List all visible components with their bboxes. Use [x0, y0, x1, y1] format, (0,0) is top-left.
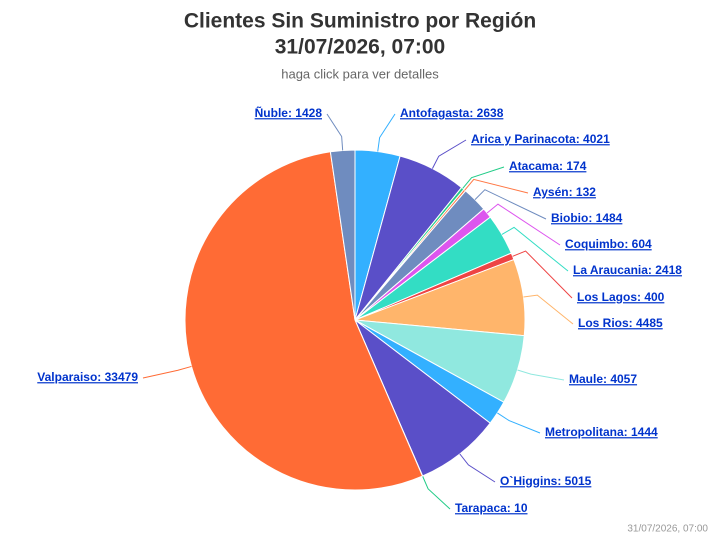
connector — [462, 166, 505, 189]
connector — [474, 189, 547, 220]
chart-subtitle: haga click para ver detalles — [281, 66, 439, 81]
data-label[interactable]: Coquimbo: 604 — [565, 237, 652, 251]
data-label[interactable]: Los Rios: 4485 — [578, 316, 663, 330]
data-label[interactable]: Atacama: 174 — [509, 159, 587, 173]
data-label[interactable]: Antofagasta: 2638 — [400, 106, 504, 120]
data-label[interactable]: Metropolitana: 1444 — [545, 425, 658, 439]
data-label[interactable]: Valparaiso: 33479 — [37, 370, 138, 384]
data-label[interactable]: Biobio: 1484 — [551, 211, 623, 225]
data-label[interactable]: Arica y Parinacota: 4021 — [471, 132, 610, 146]
connector — [497, 412, 541, 434]
data-label[interactable]: Aysén: 132 — [533, 185, 596, 199]
data-label[interactable]: O`Higgins: 5015 — [500, 474, 592, 488]
connector — [512, 250, 573, 299]
chart-title-date: 31/07/2026, 07:00 — [275, 36, 445, 59]
credit: 31/07/2026, 07:00 — [627, 524, 708, 535]
connector — [142, 365, 192, 379]
connector — [422, 475, 451, 510]
connector — [431, 139, 467, 169]
data-label[interactable]: Los Lagos: 400 — [577, 290, 665, 304]
connector — [486, 203, 561, 246]
connector — [377, 113, 396, 152]
connector — [501, 226, 569, 272]
connector — [459, 453, 496, 483]
data-label[interactable]: Ñuble: 1428 — [255, 105, 323, 120]
data-label[interactable]: Tarapaca: 10 — [455, 501, 528, 515]
connector — [464, 178, 529, 194]
data-label[interactable]: La Araucania: 2418 — [573, 263, 682, 277]
connector — [523, 294, 574, 325]
chart-title: Clientes Sin Suministro por Región — [184, 10, 536, 33]
connector — [517, 369, 565, 381]
data-label[interactable]: Maule: 4057 — [569, 372, 637, 386]
connector — [326, 113, 344, 151]
